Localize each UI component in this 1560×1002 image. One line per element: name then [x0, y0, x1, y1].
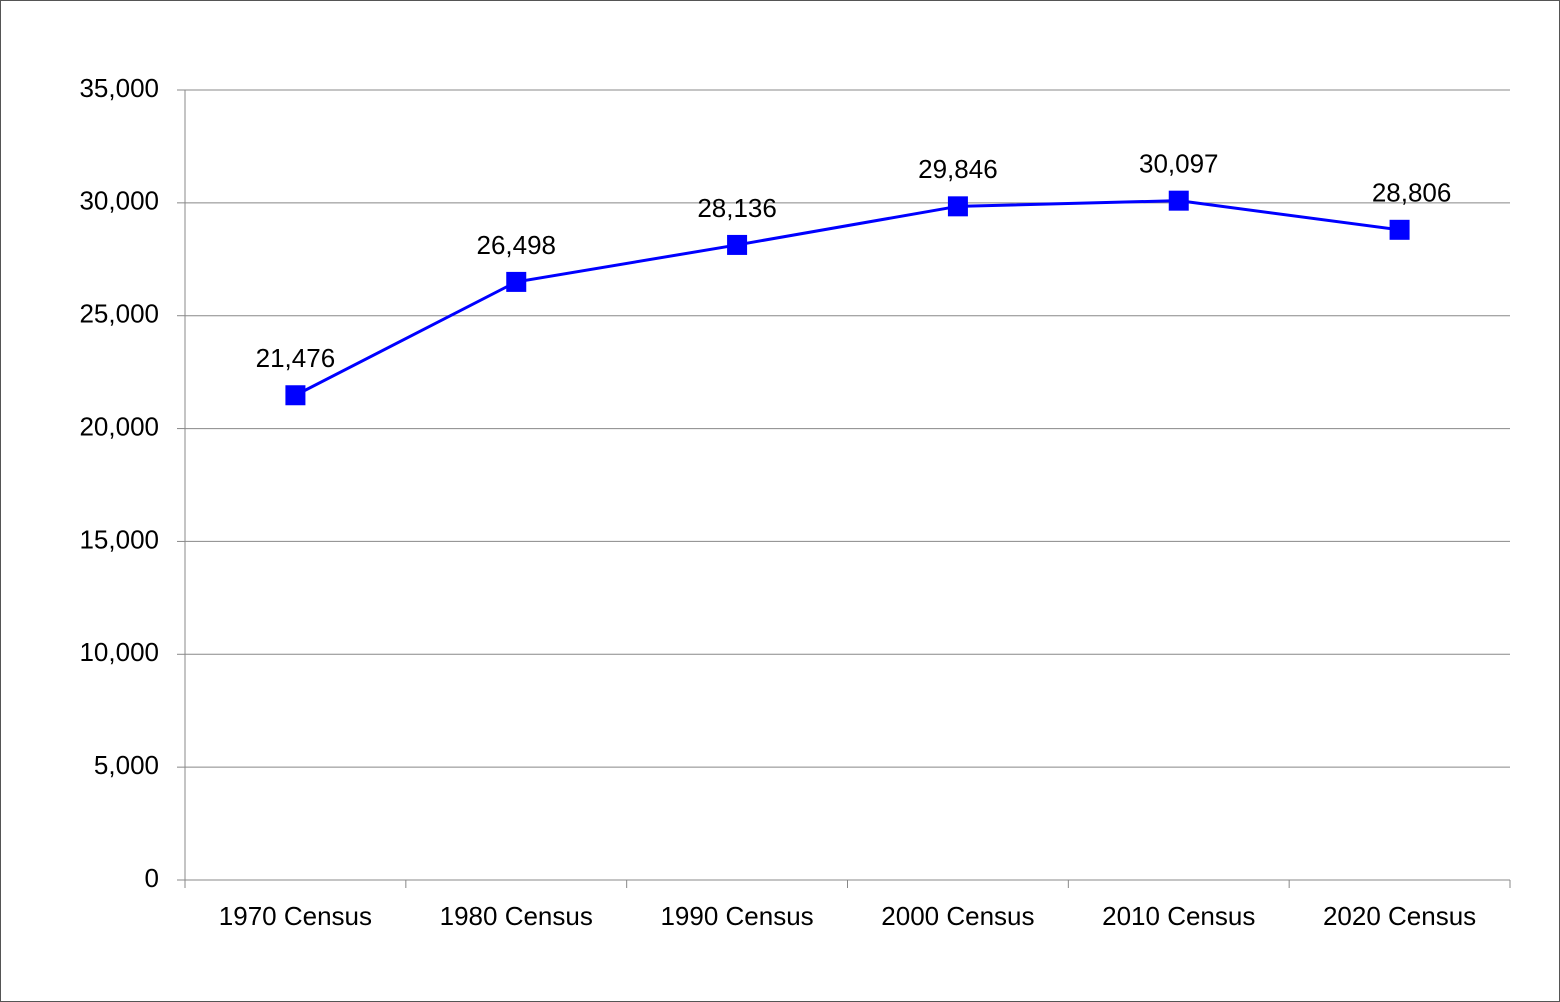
data-label: 29,846	[918, 154, 998, 184]
y-tick-label: 30,000	[79, 186, 159, 216]
marker	[947, 196, 968, 217]
line	[294, 199, 1400, 397]
y-tick-label: 35,000	[79, 73, 159, 103]
y-tick-label: 25,000	[79, 299, 159, 329]
data-label: 28,806	[1372, 178, 1452, 208]
x-tick-label: 2010 Census	[1102, 901, 1255, 931]
y-tick-label: 20,000	[79, 411, 159, 441]
marker	[285, 385, 306, 406]
data-label: 30,097	[1139, 149, 1219, 179]
x-tick-label: 2000 Census	[881, 901, 1034, 931]
marker	[1168, 190, 1189, 211]
data-label: 28,136	[697, 193, 777, 223]
y-tick-label: 5,000	[94, 750, 159, 780]
x-tick-label: 1980 Census	[440, 901, 593, 931]
y-tick-label: 10,000	[79, 637, 159, 667]
marker	[506, 271, 527, 292]
marker	[727, 234, 748, 255]
x-tick-label: 1970 Census	[219, 901, 372, 931]
x-tick-label: 2020 Census	[1323, 901, 1476, 931]
data-label: 21,476	[256, 343, 336, 373]
y-tick-label: 15,000	[79, 524, 159, 554]
x-tick-label: 1990 Census	[660, 901, 813, 931]
data-label: 26,498	[476, 230, 556, 260]
y-tick-label: 0	[145, 863, 159, 893]
marker	[1389, 219, 1410, 240]
